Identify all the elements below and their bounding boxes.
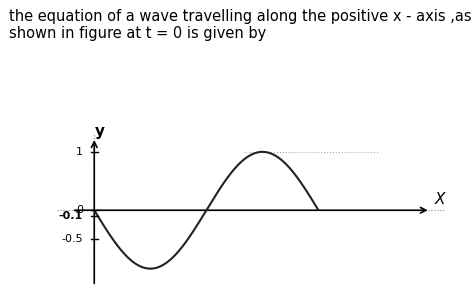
Text: the equation of a wave travelling along the positive x - axis ,as
shown in figur: the equation of a wave travelling along …: [9, 9, 472, 41]
Text: X: X: [434, 192, 445, 207]
Text: y: y: [95, 124, 105, 139]
Text: 0: 0: [76, 205, 83, 215]
Text: -0.5: -0.5: [62, 234, 83, 244]
Text: -0.1: -0.1: [59, 211, 83, 221]
Text: 1: 1: [76, 147, 83, 157]
